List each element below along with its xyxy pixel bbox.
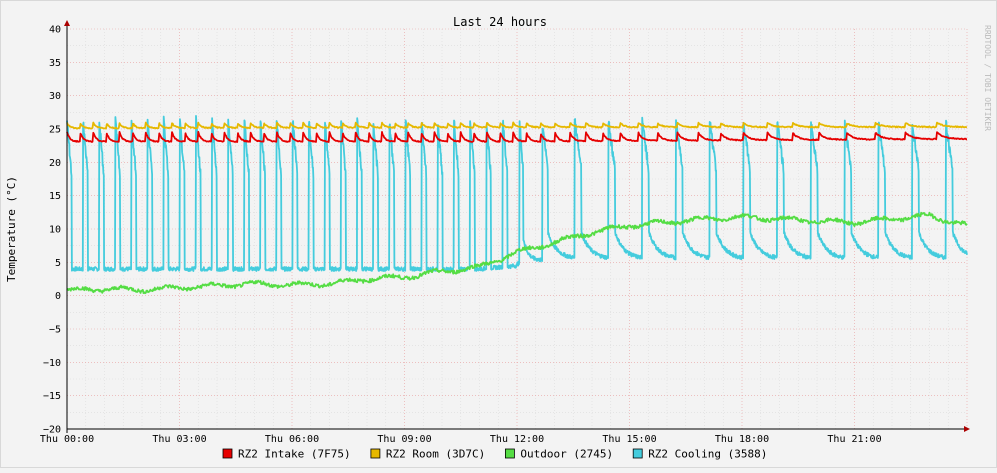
y-tick-label: 10: [49, 225, 61, 236]
legend-item: Outdoor (2745): [504, 448, 613, 461]
legend-item: RZ2 Cooling (3588): [632, 448, 767, 461]
x-tick-labels: Thu 00:00 Thu 03:00 Thu 06:00 Thu 09:00 Thu …: [40, 434, 882, 445]
y-tick-label: 25: [49, 125, 61, 136]
legend: RZ2 Intake (7F75) RZ2 Room (3D7C) Outdoor …: [222, 448, 767, 461]
axes: [64, 20, 970, 433]
legend-swatch: [222, 448, 233, 459]
y-tick-label: 0: [55, 291, 61, 302]
series-line-2: [66, 211, 968, 295]
y-tick-label: −10: [43, 358, 61, 369]
y-tick-labels: 40 35 30 25 20 15 10 5 0 −5 −10 −15 −20: [43, 25, 61, 436]
y-axis-arrow-icon: [64, 20, 70, 26]
y-tick-label: −15: [43, 391, 61, 402]
series-layer: [66, 115, 968, 295]
x-tick-label: Thu 12:00: [490, 434, 544, 445]
legend-item: RZ2 Intake (7F75): [222, 448, 351, 461]
legend-item: RZ2 Room (3D7C): [370, 448, 485, 461]
x-tick-label: Thu 00:00: [40, 434, 94, 445]
x-tick-label: Thu 09:00: [377, 434, 431, 445]
x-tick-label: Thu 06:00: [265, 434, 319, 445]
chart-title: Last 24 hours: [453, 15, 547, 29]
x-tick-label: Thu 21:00: [827, 434, 881, 445]
y-tick-label: 30: [49, 91, 61, 102]
legend-swatch: [632, 448, 643, 459]
legend-label: RZ2 Intake (7F75): [238, 448, 351, 461]
legend-label: RZ2 Room (3D7C): [386, 448, 485, 461]
y-axis-label: Temperature (°C): [5, 176, 18, 282]
x-tick-label: Thu 15:00: [602, 434, 656, 445]
legend-swatch: [370, 448, 381, 459]
series-line-3: [66, 115, 968, 272]
y-tick-label: −5: [49, 325, 61, 336]
y-tick-label: 35: [49, 58, 61, 69]
watermark: RRDTOOL / TOBI OETIKER: [983, 25, 992, 131]
series-line-0: [66, 130, 968, 143]
x-tick-label: Thu 18:00: [715, 434, 769, 445]
grid-major: [67, 28, 968, 430]
y-tick-label: 5: [55, 258, 61, 269]
x-tick-label: Thu 03:00: [152, 434, 206, 445]
y-tick-label: 20: [49, 158, 61, 169]
legend-label: Outdoor (2745): [520, 448, 613, 461]
legend-label: RZ2 Cooling (3588): [648, 448, 767, 461]
x-axis-arrow-icon: [964, 426, 970, 432]
series-line-1: [66, 121, 968, 130]
legend-swatch: [504, 448, 515, 459]
y-tick-label: 40: [49, 25, 61, 36]
y-tick-label: −20: [43, 425, 61, 436]
y-tick-label: 15: [49, 191, 61, 202]
